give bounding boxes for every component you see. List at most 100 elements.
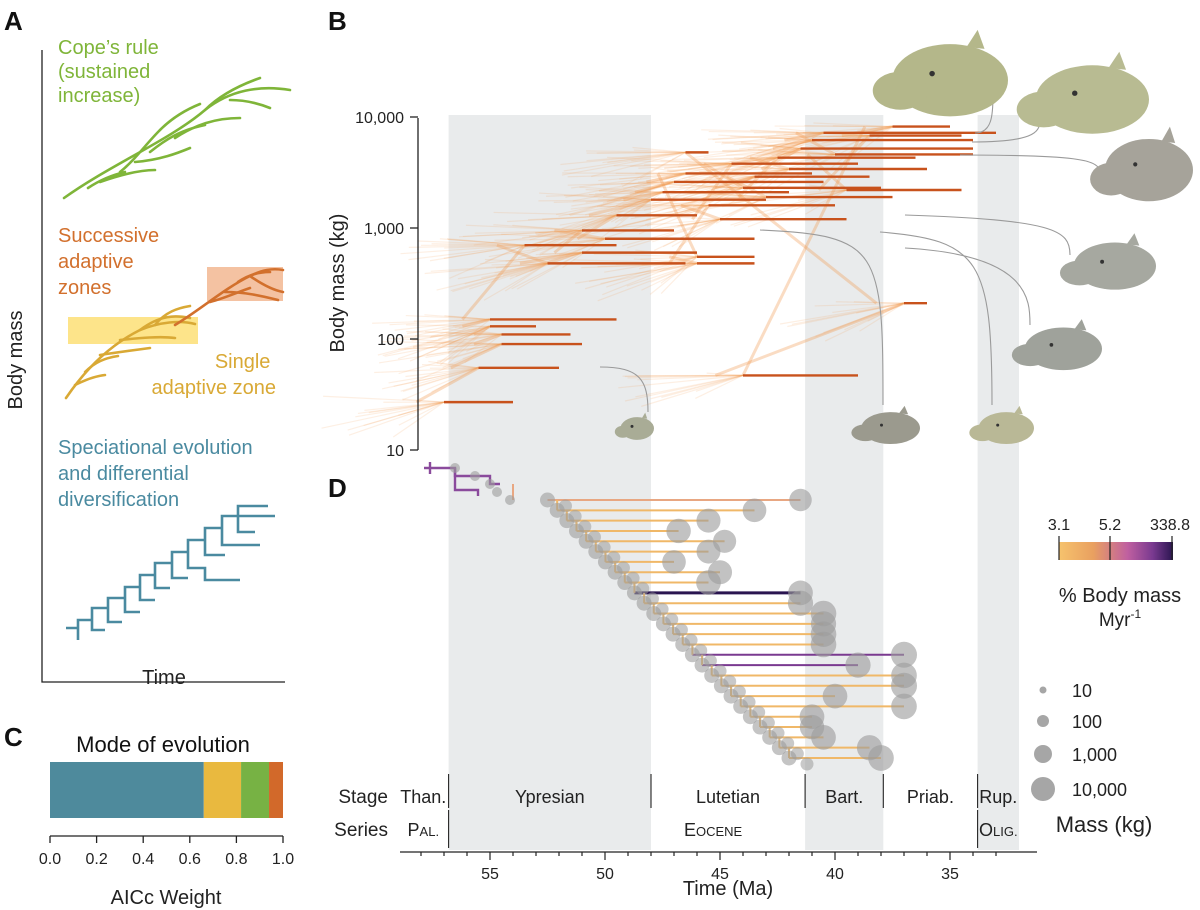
posterior-sample bbox=[348, 401, 445, 436]
posterior-sample bbox=[403, 333, 502, 337]
posterior-sample bbox=[726, 153, 836, 156]
node-circle-3 bbox=[568, 523, 584, 539]
posterior-sample bbox=[425, 330, 502, 336]
posterior-sample bbox=[763, 148, 801, 174]
rhino-ear-shape bbox=[1126, 233, 1140, 246]
posterior-sample bbox=[786, 132, 824, 140]
posterior-sample bbox=[485, 244, 525, 263]
posterior-sample bbox=[641, 262, 698, 291]
series-label-initial: P bbox=[408, 820, 420, 840]
posterior-sample bbox=[445, 332, 502, 336]
posterior-sample bbox=[638, 163, 732, 169]
posterior-sample bbox=[768, 132, 824, 148]
posterior-sample bbox=[389, 318, 491, 326]
posterior-sample bbox=[747, 149, 836, 156]
stage-label: Than. bbox=[400, 787, 446, 807]
posterior-sample bbox=[458, 229, 583, 238]
posterior-sample bbox=[547, 238, 606, 263]
posterior-sample bbox=[728, 168, 790, 205]
posterior-sample bbox=[707, 132, 824, 140]
posterior-sample bbox=[753, 134, 870, 149]
posterior-sample bbox=[648, 218, 721, 231]
rhino-eye bbox=[1049, 343, 1054, 347]
node-circle-22 bbox=[752, 719, 768, 735]
posterior-sample bbox=[721, 132, 824, 145]
posterior-sample bbox=[452, 318, 491, 327]
posterior-sample bbox=[599, 190, 663, 193]
rhino-eye bbox=[1133, 162, 1138, 167]
posterior-sample bbox=[644, 163, 732, 166]
posterior-sample bbox=[615, 172, 686, 207]
tree-branch bbox=[588, 198, 652, 217]
posterior-sample bbox=[687, 176, 755, 193]
size-legend-100: 100 bbox=[1072, 712, 1102, 732]
posterior-sample bbox=[542, 214, 617, 221]
aicc-tick-label: 0.4 bbox=[132, 851, 154, 868]
posterior-sample bbox=[398, 343, 502, 350]
node-circle-19 bbox=[723, 688, 739, 704]
root-node-1 bbox=[470, 471, 480, 481]
posterior-sample bbox=[776, 132, 824, 156]
posterior-sample bbox=[835, 301, 905, 304]
stage-label: Lutetian bbox=[696, 787, 760, 807]
speciational-tree bbox=[66, 504, 275, 640]
posterior-sample bbox=[765, 134, 870, 140]
posterior-sample bbox=[721, 189, 847, 208]
aicc-tick-label: 0.8 bbox=[225, 851, 247, 868]
posterior-sample bbox=[408, 244, 525, 248]
posterior-sample bbox=[539, 229, 583, 256]
root-node-0 bbox=[450, 463, 460, 473]
posterior-sample bbox=[516, 252, 583, 290]
posterior-sample bbox=[776, 132, 824, 135]
posterior-sample bbox=[613, 163, 732, 167]
posterior-sample bbox=[724, 189, 847, 199]
posterior-sample bbox=[639, 151, 686, 179]
posterior-sample bbox=[718, 134, 813, 141]
posterior-sample bbox=[708, 130, 824, 134]
panel-c-label: C bbox=[4, 722, 23, 752]
rhino-ear-shape bbox=[1014, 405, 1023, 415]
posterior-sample bbox=[448, 315, 491, 321]
size-legend-10: 10 bbox=[1072, 681, 1092, 701]
posterior-sample bbox=[782, 125, 893, 151]
posterior-sample bbox=[618, 191, 663, 208]
posterior-sample bbox=[535, 229, 583, 234]
posterior-sample bbox=[778, 149, 836, 156]
posterior-sample bbox=[859, 302, 905, 332]
posterior-sample bbox=[483, 262, 548, 301]
posterior-sample bbox=[624, 374, 744, 402]
posterior-sample bbox=[634, 186, 744, 189]
series-label-rest: AL. bbox=[420, 824, 440, 839]
posterior-sample bbox=[426, 343, 502, 356]
posterior-sample bbox=[439, 325, 491, 363]
tip-circle-8 bbox=[696, 570, 721, 595]
posterior-sample bbox=[768, 136, 813, 141]
posterior-sample bbox=[493, 211, 617, 216]
posterior-sample bbox=[660, 256, 698, 295]
tree-branch bbox=[684, 151, 878, 305]
posterior-sample bbox=[558, 199, 652, 217]
node-circle-1 bbox=[549, 502, 565, 518]
posterior-sample bbox=[722, 147, 801, 152]
tip-circle-20 bbox=[891, 693, 917, 720]
posterior-sample bbox=[323, 395, 445, 403]
posterior-sample bbox=[388, 367, 479, 384]
posterior-sample bbox=[746, 132, 824, 158]
posterior-sample bbox=[637, 374, 744, 381]
posterior-sample bbox=[493, 224, 583, 232]
posterior-sample bbox=[541, 252, 583, 255]
posterior-sample bbox=[398, 401, 445, 416]
posterior-sample bbox=[382, 325, 491, 357]
posterior-sample bbox=[454, 325, 491, 328]
posterior-sample bbox=[674, 163, 732, 176]
posterior-sample bbox=[400, 244, 525, 255]
rhino-snout-shape bbox=[851, 424, 880, 442]
rhino-ear-shape bbox=[1108, 51, 1127, 70]
stage-label: Rup. bbox=[979, 787, 1017, 807]
posterior-sample bbox=[442, 328, 502, 336]
aicc-bar bbox=[50, 762, 283, 818]
posterior-sample bbox=[756, 139, 813, 159]
posterior-sample bbox=[610, 204, 709, 213]
tree-branch bbox=[772, 138, 813, 150]
posterior-sample bbox=[537, 214, 617, 236]
